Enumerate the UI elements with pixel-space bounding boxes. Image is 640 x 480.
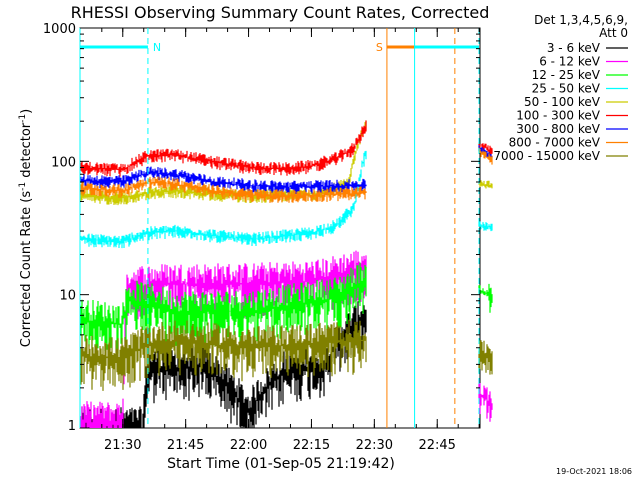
legend-item: 12 - 25 keV [532,68,628,82]
annotation-night-0: N [79,28,161,428]
legend-item: 100 - 300 keV [516,109,628,123]
series-7000-15000-kev [80,319,493,391]
x-tick-label: 21:45 [167,438,204,453]
timestamp: 19-Oct-2021 18:06 [556,467,632,476]
legend-header-line2: Att 0 [599,26,628,40]
legend-label: 300 - 800 keV [516,122,600,136]
series-25-50-kev [80,150,493,249]
y-tick-label: 1 [68,419,76,434]
series-trace [80,262,367,354]
legend-header-line1: Det 1,3,4,5,6,9, [534,13,628,27]
legend-label: 100 - 300 keV [516,109,600,123]
legend-item: 800 - 7000 keV [509,136,628,150]
y-axis-label: Corrected Count Rate (s-1 detector-1) [18,109,34,347]
legend-label: 800 - 7000 keV [509,136,601,150]
series-trace [80,166,367,194]
annotation-label: S [376,41,383,54]
annotation-night-2 [414,28,480,428]
axis-layer: 1 10 100 1000 21:30 21:45 22:00 22:15 22:30 22:45 [43,22,480,453]
series-trace [80,319,367,391]
legend-label: 25 - 50 keV [532,82,601,96]
annotation-label: N [153,41,161,54]
legend-item: 6 - 12 keV [539,55,628,69]
x-tick-label: 21:30 [104,438,141,453]
legend-item: 7000 - 15000 keV [493,149,628,163]
series-100-300-kev [80,120,493,177]
x-tick-label: 22:30 [356,438,393,453]
series-trace [80,120,367,177]
legend-item: 50 - 100 keV [524,95,628,109]
series-800-7000-kev [80,147,493,203]
series-trace [80,176,367,203]
x-tick-label: 22:00 [230,438,267,453]
y-tick-label: 1000 [43,22,76,37]
legend-label: 3 - 6 keV [547,41,601,55]
series-trace [80,150,367,249]
legend-label: 50 - 100 keV [524,95,601,109]
legend-label: 6 - 12 keV [539,55,601,69]
chart-title: RHESSI Observing Summary Count Rates, Co… [71,3,490,22]
legend-item: 3 - 6 keV [547,41,628,55]
legend-label: 12 - 25 keV [532,68,601,82]
x-tick-label: 22:45 [418,438,455,453]
series-layer [80,120,493,428]
x-axis-label: Start Time (01-Sep-05 21:19:42) [167,456,395,472]
series-6-12-kev [80,250,493,428]
series-trace-post-gap [478,221,493,232]
legend-item: 25 - 50 keV [532,82,628,96]
legend-item: 300 - 800 keV [516,122,628,136]
x-tick-label: 22:15 [293,438,330,453]
y-tick-label: 100 [51,155,76,170]
legend-label: 7000 - 15000 keV [493,149,600,163]
y-tick-label: 10 [59,289,76,304]
